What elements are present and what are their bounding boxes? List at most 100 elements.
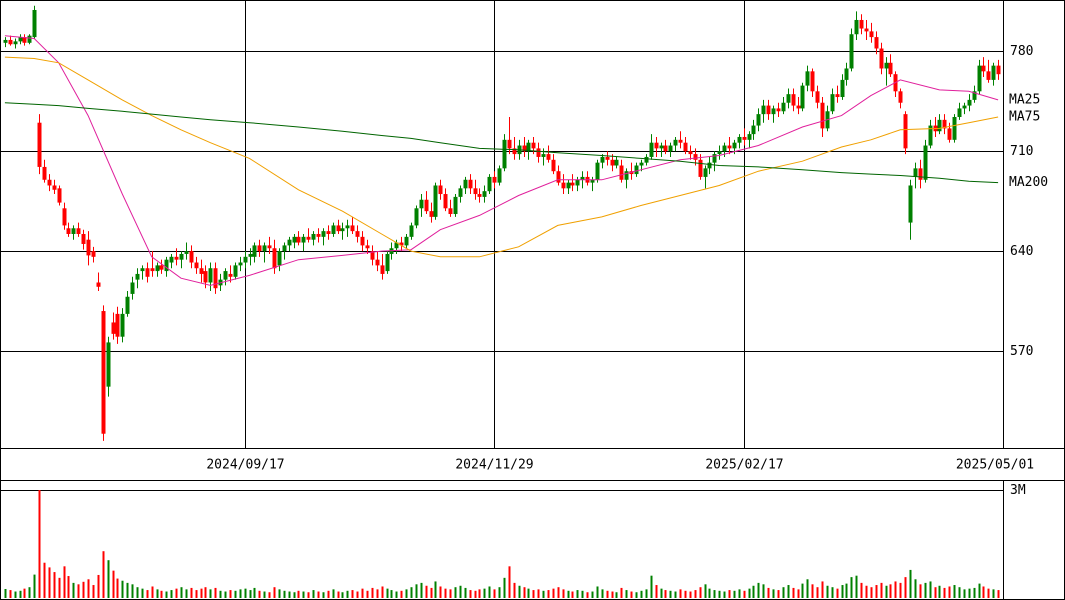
volume-bar <box>390 590 393 598</box>
volume-bar <box>327 590 330 598</box>
candle-body <box>115 313 120 337</box>
volume-bar <box>723 591 726 598</box>
candle-body <box>62 208 67 226</box>
candle-body <box>140 268 145 272</box>
volume-bar <box>777 590 780 598</box>
candle-body <box>781 102 786 112</box>
candle-body <box>991 65 996 80</box>
y-tick-label: 780 <box>1010 44 1033 59</box>
candle-body <box>791 94 796 106</box>
volume-bar <box>244 588 247 598</box>
candle-body <box>962 105 967 109</box>
volume-bar <box>660 588 663 598</box>
volume-bar <box>904 577 907 598</box>
candle-body <box>507 139 512 149</box>
candle-body <box>336 225 341 232</box>
candle-body <box>903 114 908 149</box>
volume-bar <box>571 591 574 598</box>
candle-body <box>248 253 253 257</box>
candle-body <box>610 159 615 166</box>
volume-bar <box>576 590 579 598</box>
candle-body <box>32 9 37 38</box>
candle-body <box>566 182 571 189</box>
candle-body <box>732 142 737 149</box>
volume-bar <box>669 590 672 598</box>
volume-bar <box>82 581 85 598</box>
candle-body <box>155 265 160 272</box>
candle-body <box>287 239 292 246</box>
candle-body <box>380 265 385 274</box>
candle-body <box>849 34 854 69</box>
candle-body <box>874 37 879 49</box>
candle-body <box>844 68 849 80</box>
volume-bar <box>219 590 222 598</box>
candle-body <box>580 176 585 180</box>
volume-bar <box>87 579 90 598</box>
volume-bar <box>635 592 638 598</box>
volume-bar <box>704 584 707 598</box>
candle-body <box>972 91 977 100</box>
candle-body <box>644 156 649 163</box>
volume-bar <box>562 589 565 598</box>
candle-body <box>468 179 473 189</box>
candle-body <box>977 65 982 92</box>
candle-body <box>120 313 125 337</box>
candle-body <box>106 342 111 387</box>
volume-bar <box>488 586 491 598</box>
legend-entry: MA25 <box>1009 92 1040 107</box>
candle-body <box>448 208 453 215</box>
volume-bar <box>909 569 912 598</box>
candle-body <box>605 156 610 160</box>
candle-body <box>639 162 644 166</box>
volume-bar <box>459 585 462 598</box>
candle-body <box>854 19 859 35</box>
candle-body <box>536 148 541 157</box>
volume-bar <box>38 490 41 598</box>
x-tick-label: 2025/05/01 <box>956 458 1034 473</box>
volume-bar <box>684 590 687 598</box>
volume-bar <box>361 588 364 598</box>
volume-bar <box>987 588 990 598</box>
volume-bar <box>845 583 848 598</box>
candle-body <box>66 228 71 234</box>
volume-bar <box>885 585 888 598</box>
candle-body <box>252 245 257 257</box>
candle-body <box>409 225 414 237</box>
candle-body <box>996 65 1001 75</box>
volume-bar <box>23 588 26 598</box>
candle-body <box>678 139 683 143</box>
candle-body <box>296 236 301 243</box>
volume-bar <box>293 592 296 598</box>
candle-body <box>57 188 62 203</box>
volume-bar <box>444 588 447 598</box>
volume-bar <box>214 587 217 598</box>
candle-body <box>590 179 595 183</box>
volume-bar <box>924 582 927 598</box>
candle-body <box>174 256 179 260</box>
candle-body <box>145 268 150 277</box>
candle-body <box>820 102 825 129</box>
candle-body <box>747 134 752 140</box>
volume-bar <box>224 591 227 598</box>
candle-body <box>8 39 13 45</box>
candle-body <box>659 145 664 149</box>
volume-bar <box>718 590 721 598</box>
candle-body <box>624 171 629 180</box>
volume-bar <box>332 589 335 598</box>
volume-bar <box>346 590 349 598</box>
candle-body <box>800 85 805 109</box>
volume-bar <box>307 592 310 598</box>
candle-body <box>37 122 42 167</box>
volume-bar <box>121 580 124 598</box>
volume-bar <box>855 575 858 598</box>
candle-body <box>649 142 654 157</box>
volume-bar <box>58 577 61 598</box>
candle-body <box>942 119 947 129</box>
volume-bar <box>498 587 501 598</box>
candle-body <box>815 91 820 103</box>
candle-body <box>262 245 267 252</box>
candle-body <box>340 228 345 232</box>
volume-bar <box>141 588 144 598</box>
candle-body <box>164 259 169 272</box>
candle-body <box>370 251 375 260</box>
